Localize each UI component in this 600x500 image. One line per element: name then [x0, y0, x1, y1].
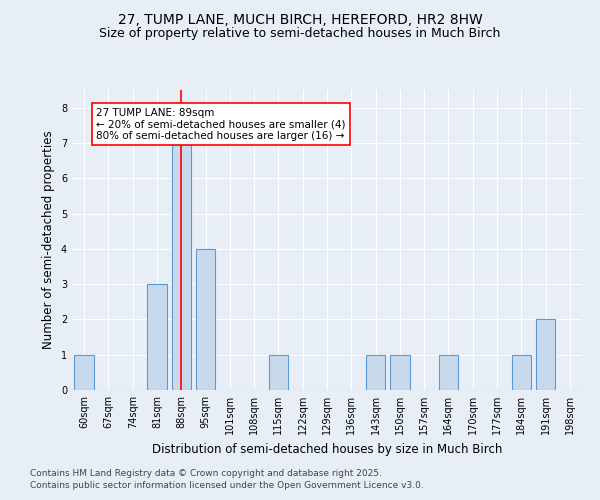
Bar	[74, 354, 94, 390]
Text: 27 TUMP LANE: 89sqm
← 20% of semi-detached houses are smaller (4)
80% of semi-de: 27 TUMP LANE: 89sqm ← 20% of semi-detach…	[96, 108, 346, 141]
Bar	[147, 284, 167, 390]
Bar	[196, 249, 215, 390]
Bar	[269, 354, 288, 390]
Text: Contains public sector information licensed under the Open Government Licence v3: Contains public sector information licen…	[30, 481, 424, 490]
Y-axis label: Number of semi-detached properties: Number of semi-detached properties	[43, 130, 55, 350]
Text: Contains HM Land Registry data © Crown copyright and database right 2025.: Contains HM Land Registry data © Crown c…	[30, 468, 382, 477]
Bar	[439, 354, 458, 390]
Text: Size of property relative to semi-detached houses in Much Birch: Size of property relative to semi-detach…	[100, 28, 500, 40]
Bar	[366, 354, 385, 390]
Bar	[512, 354, 531, 390]
Text: Distribution of semi-detached houses by size in Much Birch: Distribution of semi-detached houses by …	[152, 442, 502, 456]
Bar	[172, 143, 191, 390]
Bar	[390, 354, 410, 390]
Bar	[536, 320, 555, 390]
Text: 27, TUMP LANE, MUCH BIRCH, HEREFORD, HR2 8HW: 27, TUMP LANE, MUCH BIRCH, HEREFORD, HR2…	[118, 12, 482, 26]
